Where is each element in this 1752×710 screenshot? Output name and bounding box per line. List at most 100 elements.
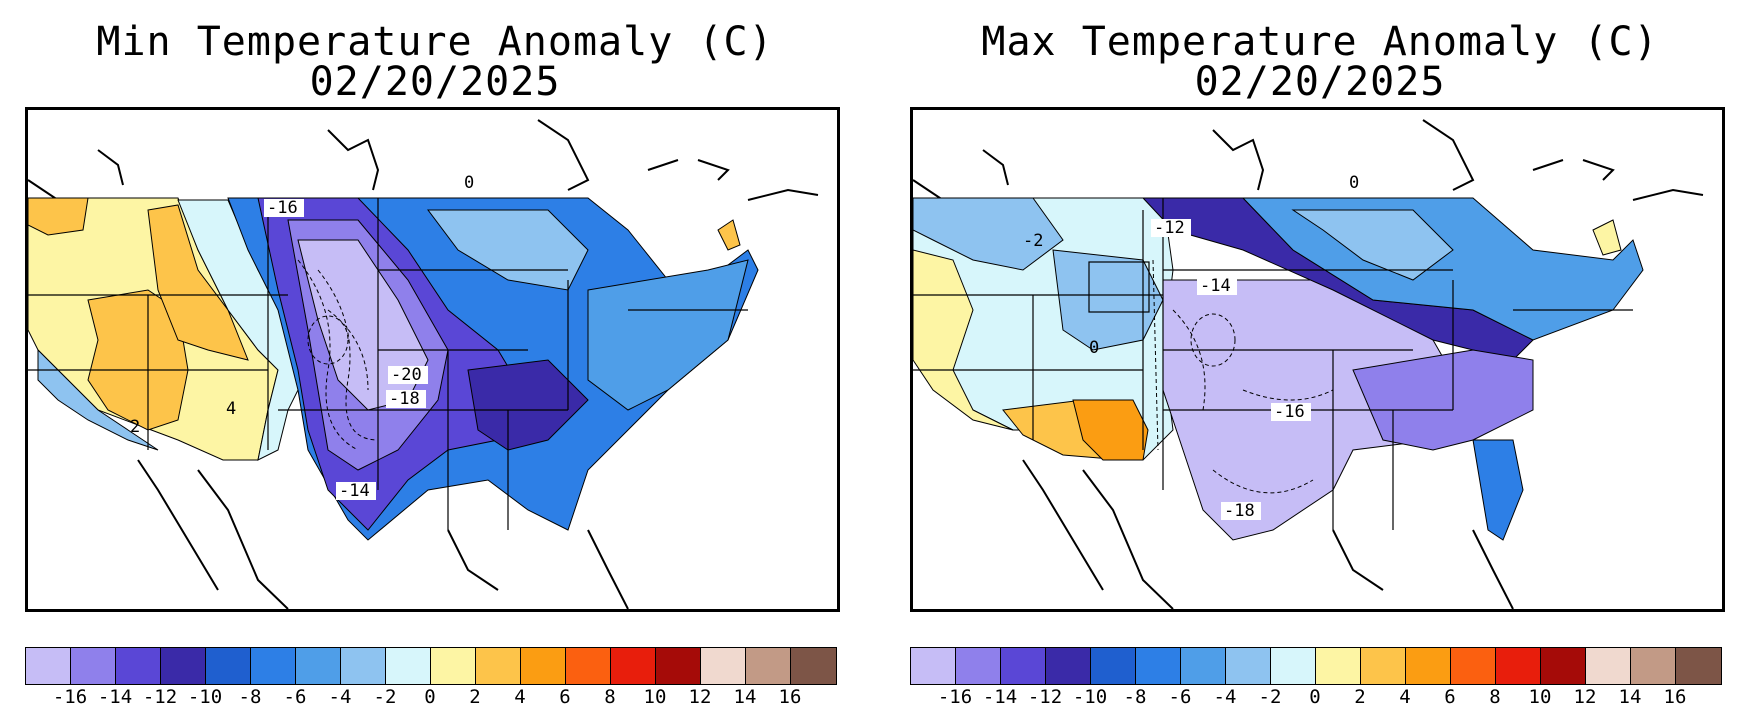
- colorbar-swatch: [26, 648, 71, 684]
- anomaly-map: -12 -14 -16 -18 0 -2 0: [910, 107, 1725, 612]
- colorbar-tick-label: 8: [1489, 686, 1501, 708]
- coastline-north: [28, 119, 819, 231]
- region-sw-lightblue: [37, 348, 159, 451]
- contour-label: -14: [339, 481, 370, 501]
- region-east-medium: [587, 259, 749, 411]
- colorbar-tick-label: 16: [1663, 686, 1687, 708]
- colorbar-tick-label: -4: [328, 686, 352, 708]
- colorbar-swatch: [476, 648, 521, 684]
- colorbar-swatch: [161, 648, 206, 684]
- region-nw-lightblue: [913, 197, 1064, 271]
- colorbar-tick-label: -10: [1072, 686, 1108, 708]
- state-boundaries: [913, 198, 1633, 530]
- region-ne-orange: [717, 219, 741, 251]
- region-rockies-orange: [147, 204, 249, 361]
- colorbar-tick-label: 8: [604, 686, 616, 708]
- contour-label: -20: [391, 365, 422, 385]
- dashed-contours: [297, 259, 379, 451]
- colorbar-tick-label: -16: [52, 686, 88, 708]
- contour-labels: -16 -20 -18 -14 2 4 0: [130, 173, 474, 501]
- colorbar-swatch: [1271, 648, 1316, 684]
- colorbar-ticks: -16 -14 -12 -10 -8 -6 -4 -2 0 2 4 6 8 10 12 14 16: [25, 687, 840, 709]
- region-texas-orange: [1072, 399, 1149, 461]
- max-temp-panel: Max Temperature Anomaly (C) 02/20/2025: [905, 0, 1735, 710]
- colorbar-swatch: [296, 648, 341, 684]
- colorbar-tick-label: 2: [1354, 686, 1366, 708]
- colorbar-tick-label: -2: [373, 686, 397, 708]
- colorbar-swatch: [1226, 648, 1271, 684]
- contour-label: 0: [1089, 338, 1099, 358]
- contour-label: -18: [389, 389, 420, 409]
- map-title: Min Temperature Anomaly (C): [96, 19, 774, 65]
- colorbar-tick-label: 2: [469, 686, 481, 708]
- colorbar-tick-label: 10: [643, 686, 667, 708]
- map-title: Max Temperature Anomaly (C): [981, 19, 1659, 65]
- colorbar-tick-label: -6: [1168, 686, 1192, 708]
- dashed-contours: [1152, 259, 1334, 494]
- colorbar-swatch: [71, 648, 116, 684]
- contour-label: -18: [1224, 501, 1255, 521]
- colorbar-swatch: [206, 648, 251, 684]
- colorbar-tick-label: -8: [1123, 686, 1147, 708]
- colorbar-tick-label: 14: [1618, 686, 1642, 708]
- colorbar: [910, 647, 1722, 685]
- colorbar-swatch: [1451, 648, 1496, 684]
- colorbar-swatch: [1541, 648, 1586, 684]
- contour-label: -16: [267, 198, 298, 218]
- region-southeast-violet: [1352, 349, 1534, 451]
- colorbar-swatch: [1406, 648, 1451, 684]
- contour-label: 2: [130, 417, 140, 437]
- us-anomaly-map-svg: -16 -20 -18 -14 2 4 0: [28, 119, 819, 609]
- colorbar-tick-label: -14: [982, 686, 1018, 708]
- contour-label: -2: [1023, 231, 1043, 251]
- state-boundaries: [28, 198, 748, 530]
- colorbar-swatch: [251, 648, 296, 684]
- colorbar-tick-label: 6: [1444, 686, 1456, 708]
- us-anomaly-map-svg: -12 -14 -16 -18 0 -2 0: [913, 119, 1704, 609]
- colorbar-swatch: [956, 648, 1001, 684]
- colorbar-swatch: [611, 648, 656, 684]
- colorbar-tick-label: 12: [1573, 686, 1597, 708]
- colorbar: [25, 647, 837, 685]
- coastline-north: [913, 119, 1704, 231]
- colorbar-tick-label: 0: [424, 686, 436, 708]
- colorbar-tick-label: 16: [778, 686, 802, 708]
- map-date: 02/20/2025: [1194, 59, 1446, 105]
- contour-label: 4: [226, 399, 236, 419]
- coastline-south: [1022, 459, 1514, 609]
- colorbar-tick-label: -6: [283, 686, 307, 708]
- colorbar-swatch: [1361, 648, 1406, 684]
- colorbar-swatch: [521, 648, 566, 684]
- contour-label: 0: [1349, 173, 1359, 193]
- colorbar-swatch: [746, 648, 791, 684]
- colorbar-tick-label: -12: [1027, 686, 1063, 708]
- min-temp-panel: Min Temperature Anomaly (C) 02/20/2025: [20, 0, 850, 710]
- region-ne-yellow: [1592, 219, 1622, 256]
- colorbar-swatch: [1586, 648, 1631, 684]
- colorbar-tick-label: 12: [688, 686, 712, 708]
- contour-label: -12: [1154, 218, 1185, 238]
- colorbar-swatch: [116, 648, 161, 684]
- colorbar-swatch: [1676, 648, 1721, 684]
- contour-label: -14: [1200, 276, 1231, 296]
- colorbar-tick-label: -4: [1213, 686, 1237, 708]
- colorbar-tick-label: -14: [97, 686, 133, 708]
- colorbar-tick-label: -8: [238, 686, 262, 708]
- colorbar-swatch: [911, 648, 956, 684]
- contour-label: -16: [1274, 402, 1305, 422]
- colorbar-tick-label: -12: [142, 686, 178, 708]
- coastline-south: [137, 459, 629, 609]
- colorbar-swatch: [1091, 648, 1136, 684]
- colorbar-swatch: [386, 648, 431, 684]
- anomaly-map: -16 -20 -18 -14 2 4 0: [25, 107, 840, 612]
- colorbar-swatch: [1181, 648, 1226, 684]
- colorbar-swatch: [341, 648, 386, 684]
- colorbar-tick-label: 10: [1528, 686, 1552, 708]
- colorbar-swatch: [1496, 648, 1541, 684]
- contour-label: 0: [464, 173, 474, 193]
- region-florida-blue: [1472, 439, 1524, 541]
- colorbar-tick-label: -16: [937, 686, 973, 708]
- region-southeast-dark: [467, 359, 589, 451]
- colorbar-swatch: [1631, 648, 1676, 684]
- colorbar-tick-label: 6: [559, 686, 571, 708]
